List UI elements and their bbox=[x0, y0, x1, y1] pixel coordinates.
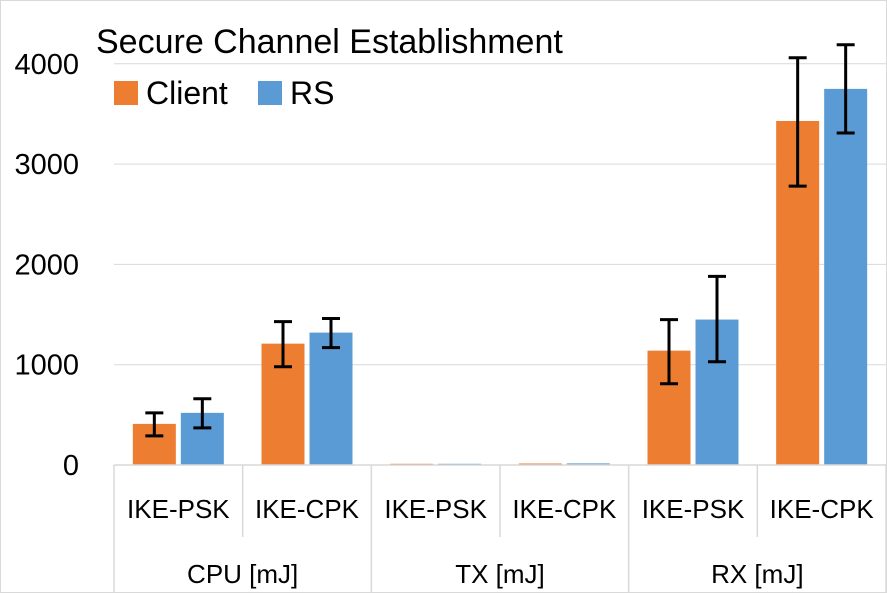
gridlines bbox=[114, 63, 886, 366]
x-group-label: TX [mJ] bbox=[455, 559, 545, 589]
bar-rs bbox=[824, 88, 868, 465]
error-bar-rs bbox=[708, 274, 726, 364]
bar-rs bbox=[566, 463, 610, 465]
error-bar-client bbox=[788, 56, 807, 188]
y-tick-label: 0 bbox=[63, 450, 79, 482]
x-group-label: RX [mJ] bbox=[711, 559, 803, 589]
y-tick-label: 3000 bbox=[14, 149, 79, 181]
error-bar-rs bbox=[193, 397, 212, 430]
error-bar-rs bbox=[322, 317, 340, 350]
legend-label-client: Client bbox=[146, 75, 228, 111]
x-category-label: IKE-PSK bbox=[127, 494, 230, 524]
error-bar-client bbox=[660, 318, 678, 386]
error-bar-client bbox=[145, 411, 164, 438]
y-tick-label: 4000 bbox=[14, 49, 79, 81]
bars bbox=[132, 88, 868, 465]
chart-title: Secure Channel Establishment bbox=[96, 23, 563, 61]
legend-label-rs: RS bbox=[290, 75, 334, 111]
legend: Client RS bbox=[114, 75, 334, 111]
x-category-label: IKE-CPK bbox=[255, 494, 360, 524]
y-tick-label: 2000 bbox=[14, 249, 79, 281]
bar-rs bbox=[309, 332, 353, 465]
bar-client bbox=[518, 463, 562, 465]
x-category-label: IKE-CPK bbox=[770, 494, 875, 524]
error-bar-client bbox=[274, 320, 292, 369]
x-category-label: IKE-PSK bbox=[642, 494, 745, 524]
error-bar-rs bbox=[836, 43, 855, 135]
x-category-label: IKE-PSK bbox=[384, 494, 487, 524]
x-group-label: CPU [mJ] bbox=[187, 559, 298, 589]
y-axis-ticks: 0 1000 2000 3000 4000 bbox=[14, 49, 79, 482]
y-tick-label: 1000 bbox=[14, 350, 79, 382]
error-bars bbox=[145, 43, 855, 438]
legend-swatch-rs bbox=[258, 81, 282, 105]
legend-swatch-client bbox=[114, 81, 138, 105]
x-category-label: IKE-CPK bbox=[512, 494, 617, 524]
x-axis: IKE-PSK IKE-CPK IKE-PSK IKE-CPK IKE-PSK IKE-C… bbox=[113, 464, 887, 592]
